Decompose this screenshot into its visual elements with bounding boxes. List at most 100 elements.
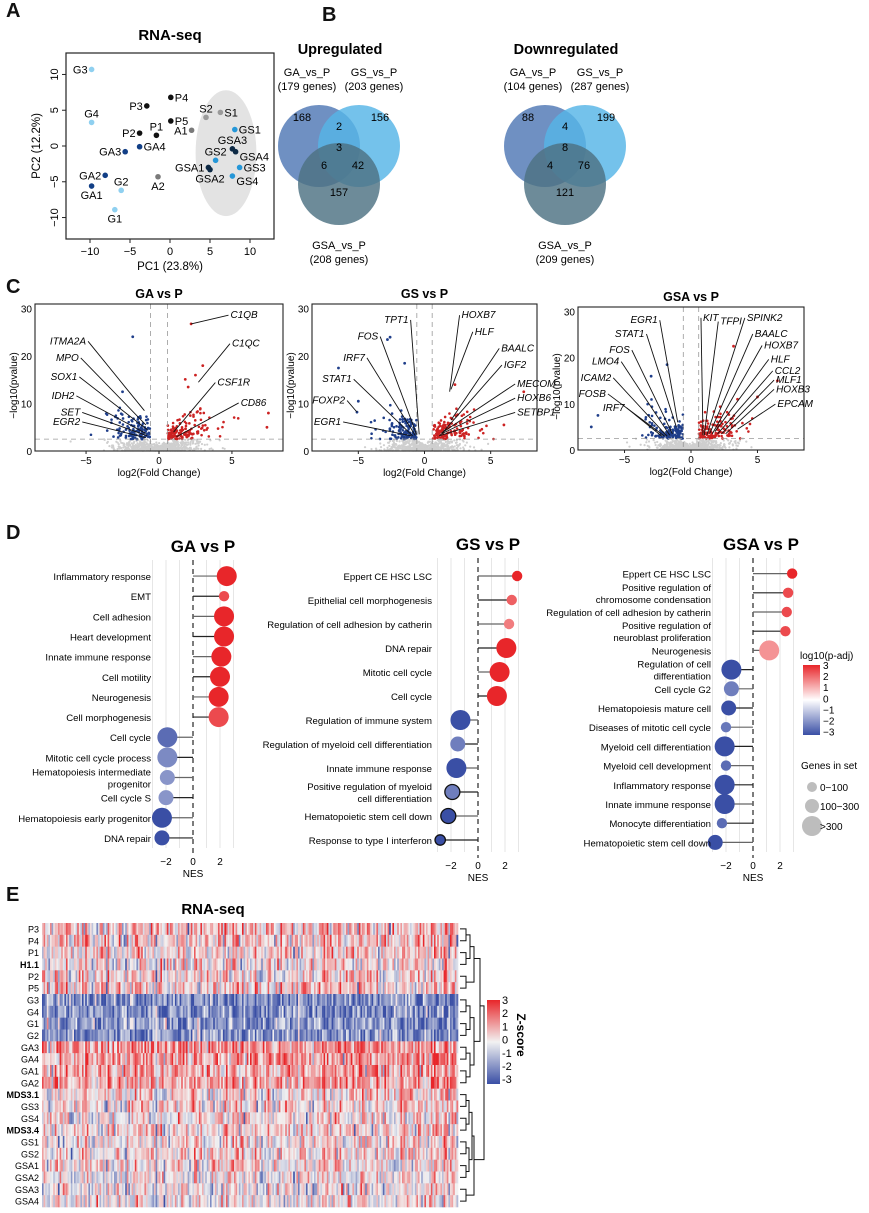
sample-point-gsa4 (232, 148, 239, 155)
gene-point-up (168, 431, 171, 435)
gene-point-down (121, 417, 125, 420)
gene-point-ns (728, 446, 731, 449)
gene-point-up (436, 436, 439, 440)
gene-point-ns (403, 445, 406, 448)
gene-label-egr1: EGR1 (314, 417, 341, 428)
gene-point-ns (673, 441, 676, 444)
heatmap-cell (456, 934, 459, 947)
lollipop-point (489, 662, 510, 682)
gene-point-ns (446, 446, 449, 449)
gene-point-ns (727, 442, 731, 445)
gene-point-down (131, 437, 134, 440)
gene-point-ns (388, 444, 391, 447)
gene-point-ns (386, 448, 389, 451)
gene-point-down (407, 435, 410, 439)
gene-point-ns (745, 440, 748, 443)
gene-point-down (117, 409, 120, 412)
panel-letter-e: E (6, 884, 20, 906)
gene-point-down (145, 415, 148, 418)
gene-point-ns (449, 440, 452, 443)
y-tick-label: 30 (564, 308, 576, 319)
gene-point-ns (677, 440, 681, 443)
size-legend-label: >300 (820, 822, 843, 833)
gene-point-up (193, 423, 197, 427)
sample-label: A2 (151, 181, 164, 193)
gene-point-ns (119, 439, 122, 442)
gene-point-ns (136, 442, 139, 445)
venn-set-size: (209 genes) (536, 254, 595, 266)
gene-point-ns (181, 443, 184, 446)
gene-point-up (189, 414, 192, 417)
gene-label-foxp2: FOXP2 (312, 396, 345, 407)
gene-point-ns (116, 447, 119, 451)
lollipop-point (208, 707, 229, 728)
gene-point-up (222, 420, 225, 424)
gene-point-down (337, 366, 340, 370)
gene-point-up (186, 385, 190, 389)
term-label: Regulation of cell (637, 660, 711, 671)
gene-point-up (433, 424, 436, 427)
gene-point-ns (452, 446, 455, 449)
gene-point-up (196, 432, 199, 435)
term-label: Inflammatory response (613, 781, 711, 792)
sample-label: G2 (114, 176, 129, 188)
gene-point-up (198, 407, 202, 411)
x-tick-label: 0 (750, 861, 756, 872)
gene-point-ns (670, 441, 674, 444)
x-axis-label: log2(Fold Change) (650, 467, 733, 478)
gene-point-ns (160, 448, 163, 451)
gene-point-ns (206, 443, 209, 446)
gene-point-ns (143, 440, 146, 443)
y-axis-label: PC2 (12.2%) (31, 113, 43, 179)
lollipop-point (511, 570, 523, 582)
lollipop-point (714, 736, 735, 757)
gene-point-ns (408, 438, 411, 442)
x-tick-label: −2 (160, 857, 172, 868)
gene-point-down (415, 418, 418, 422)
venn-set-name: GA_vs_P (510, 67, 556, 79)
gene-point-down (137, 424, 140, 427)
gene-point-ns (737, 442, 740, 445)
term-label: Neurogenesis (652, 646, 711, 657)
gene-label-setbp1: SETBP1 (517, 407, 555, 418)
gene-label-leader (353, 378, 413, 437)
gene-point-ns (383, 448, 386, 451)
gene-point-down (392, 425, 396, 429)
gene-point-down (681, 413, 685, 416)
gene-point-up (712, 435, 715, 439)
gene-point-up (446, 421, 450, 425)
gene-point-up (218, 434, 222, 438)
gene-point-ns (668, 443, 671, 447)
term-label: Eppert CE HSC LSC (622, 570, 711, 581)
gene-point-ns (210, 447, 213, 450)
gene-point-ns (714, 441, 718, 445)
gene-point-up (441, 436, 445, 440)
sample-point-g3 (88, 66, 95, 73)
gene-point-down (644, 415, 648, 419)
term-label: Epithelial cell morphogenesis (308, 596, 432, 607)
gene-point-up (714, 433, 718, 436)
gene-point-ns (444, 440, 447, 444)
gene-point-up (236, 417, 240, 420)
gene-point-ns (142, 447, 145, 450)
gene-point-down (386, 338, 389, 341)
gene-point-up (184, 427, 187, 431)
term-label: Eppert CE HSC LSC (343, 572, 432, 583)
gene-point-down (648, 420, 652, 424)
gene-point-down (390, 421, 394, 425)
gene-point-ns (158, 442, 161, 445)
term-label: Neurogenesis (92, 693, 151, 704)
gene-point-ns (106, 441, 109, 444)
gene-point-ns (709, 447, 712, 450)
gene-point-ns (168, 448, 172, 451)
lollipop-point (782, 587, 794, 598)
gene-label-tfpi: TFPI (720, 317, 742, 328)
gene-point-ns (120, 441, 123, 444)
gene-point-up (467, 433, 471, 436)
term-label: Hematopoiesis intermediate (32, 768, 151, 779)
sample-label: GS1 (239, 125, 261, 137)
term-label: DNA repair (385, 644, 433, 655)
